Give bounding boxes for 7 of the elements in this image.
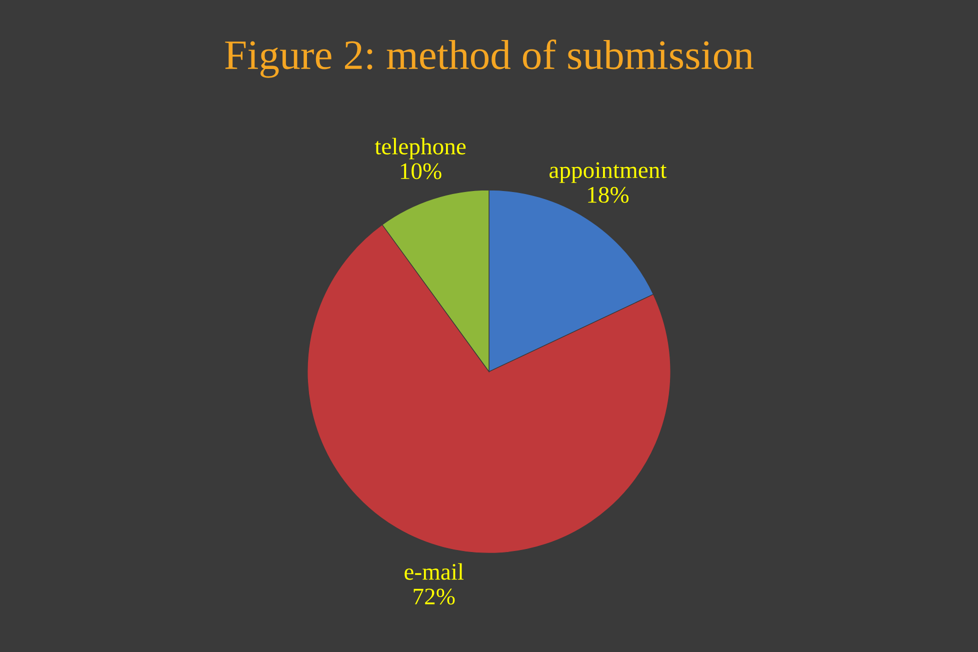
- slice-label: e-mail: [404, 563, 464, 580]
- slice-label: appointment: [550, 162, 667, 183]
- data-label: 18%: [588, 186, 629, 203]
- chart-title: Figure 2: method of submission: [225, 40, 754, 78]
- data-label: 10%: [400, 163, 442, 180]
- data-label: 72%: [414, 588, 455, 605]
- slice-label: telephone: [374, 138, 466, 160]
